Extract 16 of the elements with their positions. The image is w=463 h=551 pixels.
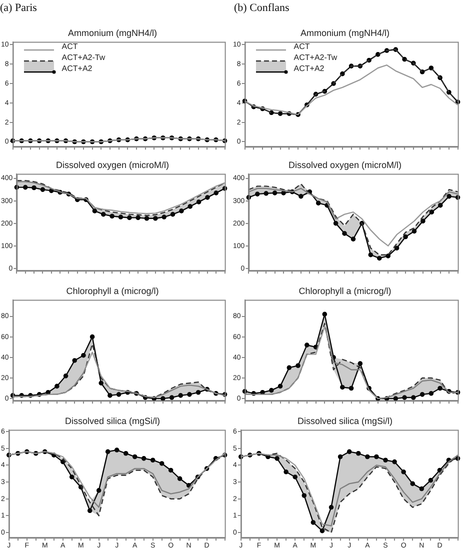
chart-title: Dissolved oxygen (microM/l)	[288, 160, 402, 170]
chart-subtitle: (a) Paris	[0, 2, 37, 14]
legend-label: ACT	[62, 42, 78, 51]
chart-title: Ammonium (mgNH4/l)	[68, 28, 158, 38]
chart-subtitle: (b) Conflans	[234, 2, 290, 14]
legend-label: ACT+A2	[294, 64, 324, 73]
chart-title: Dissolved silica (mgSi/l)	[297, 416, 393, 426]
chart-title: Dissolved oxygen (microM/l)	[56, 160, 170, 170]
chart-title: Dissolved silica (mgSi/l)	[64, 416, 160, 426]
legend-label: ACT+A2	[62, 64, 92, 73]
legend-label: ACT+A2-Tw	[62, 52, 106, 62]
legend-label: ACT+A2-Tw	[294, 52, 338, 62]
chart-title: Chlorophyll a (microg/l)	[66, 286, 159, 296]
legend-label: ACT	[294, 42, 310, 51]
chart-title: Ammonium (mgNH4/l)	[300, 28, 390, 38]
chart-title: Chlorophyll a (microg/l)	[298, 286, 392, 296]
